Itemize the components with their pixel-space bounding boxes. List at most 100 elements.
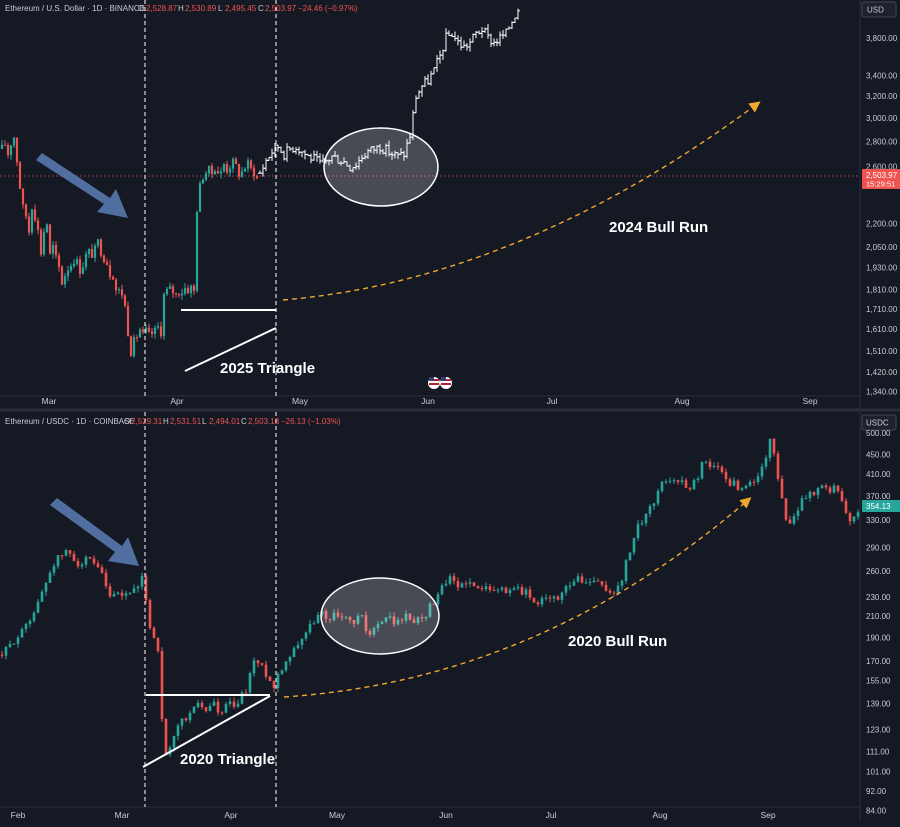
candle-body	[300, 638, 304, 646]
candle-body	[528, 589, 532, 598]
candle-body	[156, 637, 160, 651]
candle-body	[255, 176, 259, 178]
candle-body	[572, 581, 576, 586]
candle-body	[704, 461, 708, 463]
y-tick-label: 1,930.00	[866, 264, 898, 273]
candle-body	[524, 589, 528, 595]
candle-body	[140, 576, 144, 587]
candle-body	[234, 158, 238, 165]
bottom-header-change: −26.13 (−1.03%)	[281, 417, 341, 426]
candle-body	[180, 718, 184, 726]
candle-body	[72, 553, 76, 562]
candle-body	[396, 619, 400, 625]
x-tick-label: Mar	[115, 810, 130, 820]
flag-icon[interactable]	[428, 377, 452, 389]
candle-body	[816, 487, 820, 496]
top-bull-run-label: 2024 Bull Run	[609, 219, 708, 236]
candle-body	[48, 572, 52, 583]
candle-body	[224, 704, 228, 713]
y-tick-label: 2,800.00	[866, 137, 898, 146]
candle-body	[210, 165, 214, 175]
candle-body	[66, 270, 70, 277]
candle-body	[18, 162, 22, 189]
candle-body	[372, 628, 376, 635]
candle-body	[736, 480, 740, 491]
candle-body	[12, 137, 16, 146]
candle-body	[692, 479, 696, 490]
candle-body	[160, 650, 164, 719]
top-countdown-label: 15:29:51	[866, 180, 895, 189]
candle-body	[204, 173, 208, 180]
y-tick-label: 3,200.00	[866, 92, 898, 101]
candle-body	[552, 596, 556, 599]
y-tick-label: 1,420.00	[866, 368, 898, 377]
candle-body	[240, 692, 244, 704]
candle-body	[312, 623, 316, 625]
candle-body	[60, 266, 64, 285]
candle-body	[246, 160, 250, 169]
candle-body	[340, 616, 344, 618]
candle-body	[222, 164, 226, 172]
y-tick-label: 1,340.00	[866, 387, 898, 396]
y-tick-label: 3,400.00	[866, 72, 898, 81]
candle-body	[700, 461, 704, 479]
candle-body	[328, 619, 332, 621]
candle-body	[60, 555, 64, 557]
candle-body	[219, 171, 223, 174]
candle-body	[168, 286, 172, 289]
candle-body	[111, 276, 115, 280]
candle-body	[64, 550, 68, 556]
candle-body	[812, 491, 816, 496]
candle-body	[280, 670, 284, 674]
candle-body	[90, 249, 94, 258]
candle-body	[636, 523, 640, 539]
candle-body	[264, 664, 268, 677]
top-header-c-value: 2,503.97	[265, 4, 297, 13]
candle-body	[344, 616, 348, 618]
candle-body	[684, 480, 688, 488]
candle-body	[93, 245, 97, 258]
candle-body	[240, 171, 244, 177]
candle-body	[652, 503, 656, 507]
candle-body	[808, 491, 812, 498]
candle-body	[708, 461, 712, 468]
candle-body	[244, 692, 248, 694]
candle-body	[4, 646, 8, 656]
candle-body	[400, 619, 404, 621]
top-header-l-value: 2,495.45	[225, 4, 257, 13]
candle-body	[452, 576, 456, 582]
bottom-header-o-value: 2,529.31	[131, 417, 163, 426]
candle-body	[108, 586, 112, 597]
candle-body	[21, 188, 25, 205]
candle-body	[732, 480, 736, 486]
candle-body	[207, 165, 211, 174]
top-header-o-value: 2,528.87	[146, 4, 178, 13]
candle-body	[472, 582, 476, 587]
candle-body	[820, 485, 824, 488]
candle-body	[96, 563, 100, 568]
candle-body	[24, 623, 28, 630]
candle-body	[0, 654, 4, 656]
bottom-currency-badge[interactable]	[861, 414, 897, 431]
candle-body	[360, 615, 364, 617]
candle-body	[668, 480, 672, 482]
candle-body	[171, 286, 175, 294]
y-tick-label: 290.00	[866, 544, 891, 553]
candle-body	[292, 648, 296, 657]
top-currency-badge[interactable]	[861, 1, 897, 18]
y-tick-label: 2,050.00	[866, 243, 898, 252]
candle-body	[392, 616, 396, 625]
candle-body	[488, 586, 492, 591]
top-down-arrow	[36, 153, 128, 218]
y-tick-label: 1,510.00	[866, 347, 898, 356]
top-consolidation-ellipse	[323, 127, 439, 207]
y-tick-label: 1,810.00	[866, 285, 898, 294]
candle-body	[632, 538, 636, 553]
candle-body	[508, 589, 512, 594]
bottom-header-o-label: O	[124, 417, 130, 426]
y-tick-label: 1,710.00	[866, 305, 898, 314]
y-tick-label: 84.00	[866, 807, 887, 816]
top-last-price-label: 2,503.97	[866, 171, 898, 180]
candle-body	[780, 478, 784, 499]
